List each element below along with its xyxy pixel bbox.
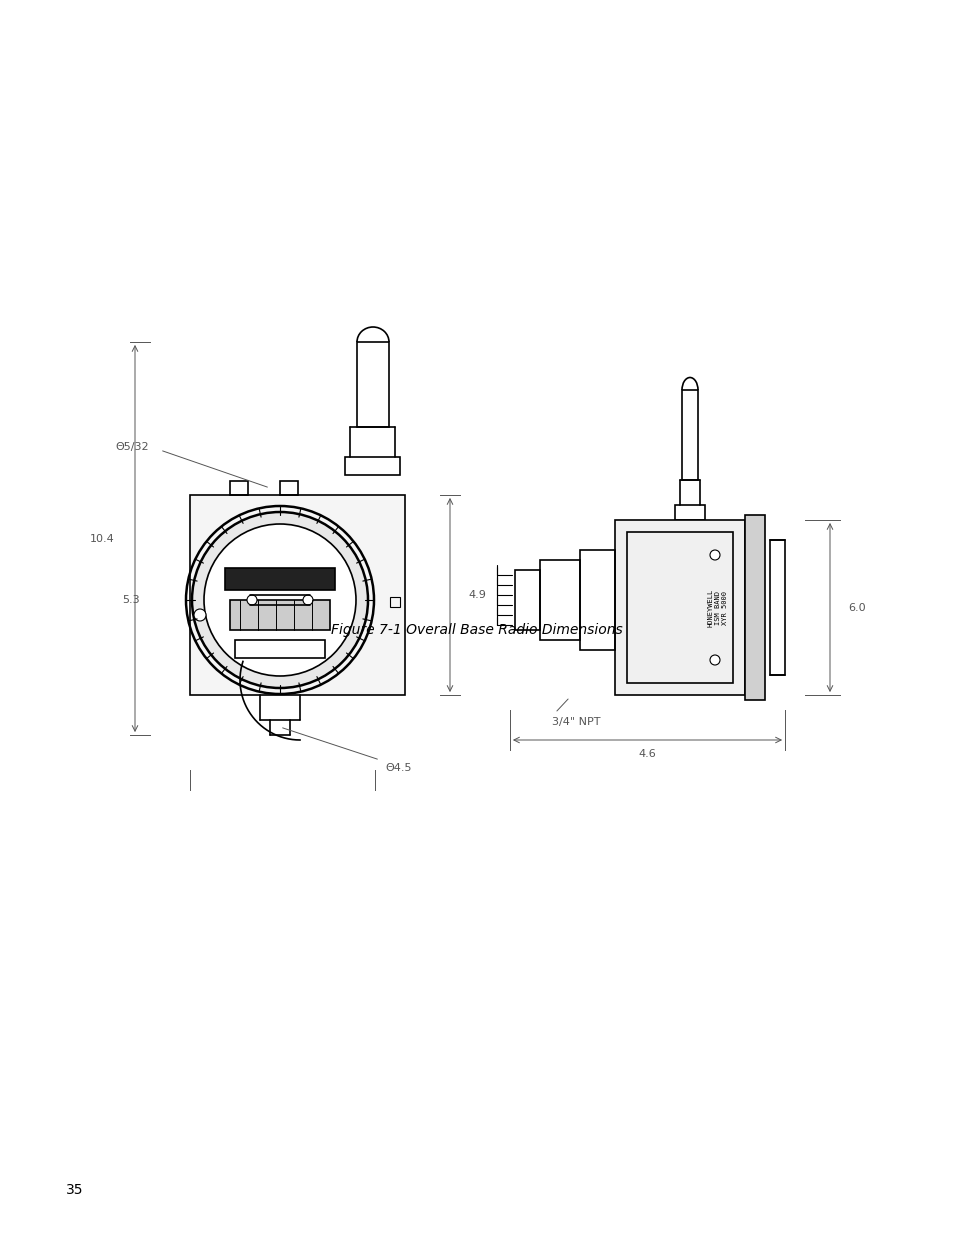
Bar: [681, 390, 698, 480]
Text: 6.0: 6.0: [847, 603, 864, 613]
Text: Θ5/32: Θ5/32: [115, 442, 149, 452]
Bar: [675, 505, 704, 520]
Circle shape: [303, 595, 313, 605]
Bar: [539, 559, 579, 640]
Circle shape: [193, 609, 206, 621]
Bar: [234, 640, 325, 658]
Bar: [345, 457, 399, 475]
Bar: [615, 520, 744, 695]
Text: Figure 7-1 Overall Base Radio Dimensions: Figure 7-1 Overall Base Radio Dimensions: [331, 622, 622, 637]
Circle shape: [709, 550, 720, 559]
Text: Θ4.5: Θ4.5: [385, 763, 411, 773]
Circle shape: [709, 655, 720, 664]
Bar: [280, 480, 297, 495]
Bar: [225, 568, 335, 590]
Bar: [626, 532, 732, 683]
Bar: [230, 480, 248, 495]
Bar: [769, 540, 784, 676]
Bar: [515, 571, 539, 630]
Text: 4.9: 4.9: [468, 590, 485, 600]
Text: 3/4" NPT: 3/4" NPT: [552, 718, 599, 727]
Bar: [744, 515, 764, 700]
Bar: [356, 342, 389, 427]
Bar: [390, 597, 399, 606]
Circle shape: [247, 595, 256, 605]
Text: 5.3: 5.3: [122, 595, 140, 605]
Text: 10.4: 10.4: [91, 534, 115, 543]
Bar: [579, 550, 615, 650]
Text: HONEYWELL
ISM BAND
XYR 5000: HONEYWELL ISM BAND XYR 5000: [707, 588, 727, 626]
Text: 4.6: 4.6: [638, 748, 656, 760]
Text: 35: 35: [66, 1183, 84, 1197]
Circle shape: [204, 524, 355, 676]
Circle shape: [192, 513, 368, 688]
Bar: [230, 600, 330, 630]
Bar: [190, 495, 405, 695]
